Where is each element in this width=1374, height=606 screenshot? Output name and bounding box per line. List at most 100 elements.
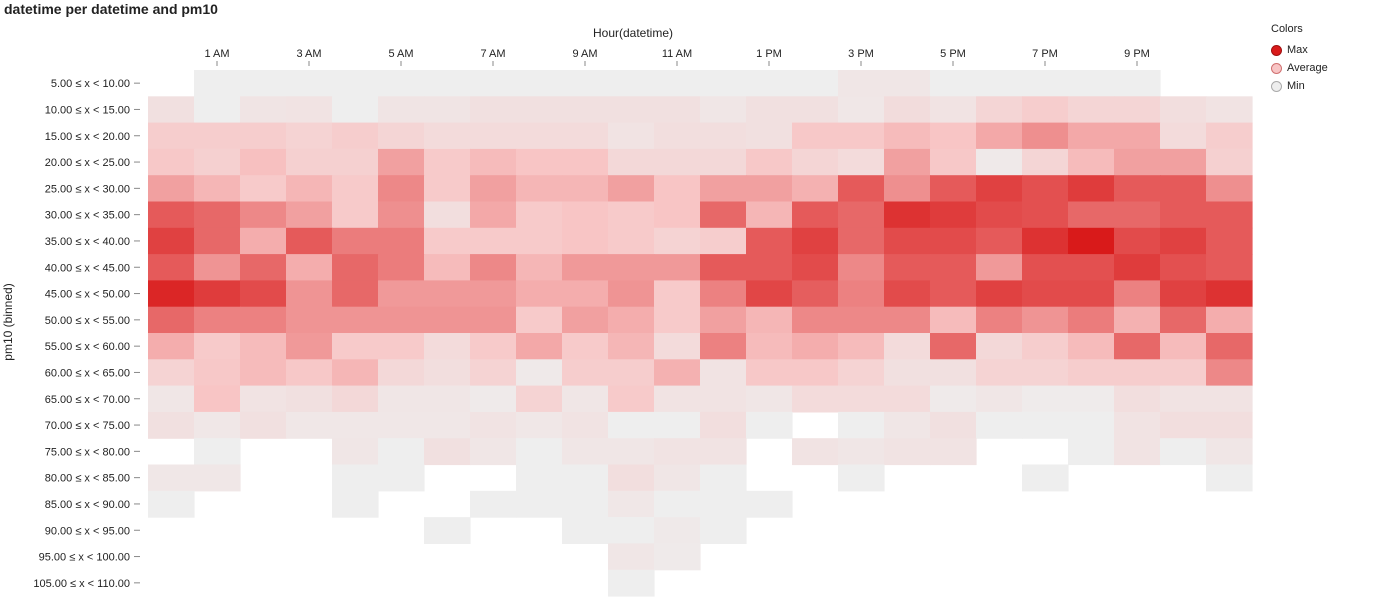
heatmap-cell [516, 385, 563, 413]
heatmap-cell [700, 70, 747, 97]
heatmap-cell [1114, 70, 1161, 97]
heatmap-cell [1206, 175, 1253, 203]
heatmap-cell [240, 122, 287, 150]
heatmap-cell [240, 175, 287, 203]
legend-item-max[interactable]: Max [1271, 41, 1328, 59]
x-tick-label: 7 AM [480, 48, 505, 60]
heatmap-cell [654, 148, 701, 176]
heatmap-cell [1114, 96, 1161, 124]
heatmap-cell [884, 280, 931, 308]
heatmap-cell [608, 306, 655, 334]
heatmap-cell [1068, 254, 1115, 281]
heatmap-cell [378, 96, 425, 124]
heatmap-cell [884, 70, 931, 97]
heatmap-cell [884, 96, 931, 124]
heatmap-cell [746, 385, 793, 413]
heatmap-cell [378, 280, 425, 308]
heatmap-cell [976, 385, 1023, 413]
heatmap-cell [516, 280, 563, 308]
heatmap-cell [654, 175, 701, 203]
heatmap-cell [148, 385, 195, 413]
heatmap-cell [378, 122, 425, 150]
heatmap-cell [1160, 227, 1207, 255]
heatmap-cell [608, 148, 655, 176]
heatmap-cell [378, 464, 425, 492]
heatmap-cell [746, 306, 793, 334]
heatmap-cell [378, 70, 425, 97]
heatmap-cell [1160, 411, 1207, 439]
heatmap-cell [1068, 359, 1115, 387]
heatmap-cell [930, 96, 977, 124]
heatmap-cell [424, 201, 471, 229]
heatmap-cell [516, 306, 563, 334]
heatmap-cell [976, 254, 1023, 281]
heatmap-cell [1206, 359, 1253, 387]
legend-item-min[interactable]: Min [1271, 77, 1328, 95]
heatmap-cell [838, 306, 885, 334]
chart-title: datetime per datetime and pm10 [4, 1, 218, 17]
heatmap-cell [424, 280, 471, 308]
legend-swatch-max [1271, 44, 1282, 56]
y-axis-title: pm10 (binned) [1, 283, 15, 360]
heatmap-cell [1114, 280, 1161, 308]
heatmap-cell [1068, 148, 1115, 176]
heatmap-cell [746, 359, 793, 387]
heatmap-cell [608, 201, 655, 229]
heatmap-cell [378, 148, 425, 176]
heatmap-cell [792, 201, 839, 229]
heatmap-cell [470, 359, 517, 387]
heatmap-cell [424, 385, 471, 413]
heatmap-cell [654, 254, 701, 281]
heatmap-cell [286, 70, 333, 97]
heatmap-cell [792, 122, 839, 150]
heatmap-cell [884, 385, 931, 413]
heatmap-cell [1160, 201, 1207, 229]
heatmap-cell [378, 227, 425, 255]
heatmap-cell [562, 254, 609, 281]
heatmap-cell [286, 148, 333, 176]
heatmap-cell [1206, 411, 1253, 439]
heatmap-cell [608, 490, 655, 518]
heatmap-cell [884, 411, 931, 439]
heatmap-cell [148, 254, 195, 281]
heatmap-cell [1206, 280, 1253, 308]
heatmap-cell [654, 438, 701, 466]
heatmap-cell [240, 306, 287, 334]
heatmap-cell [654, 122, 701, 150]
heatmap-cell [1160, 96, 1207, 124]
heatmap-cell [148, 464, 195, 492]
heatmap-cell [240, 148, 287, 176]
heatmap-cell [378, 359, 425, 387]
heatmap-cell [746, 280, 793, 308]
heatmap-cell [746, 175, 793, 203]
heatmap-cell [148, 148, 195, 176]
legend-swatch-min [1271, 80, 1282, 92]
y-tick-label: 105.00 ≤ x < 110.00 [33, 578, 130, 590]
heatmap-cell [976, 280, 1023, 308]
heatmap-cell [700, 464, 747, 492]
heatmap-cell [746, 333, 793, 360]
heatmap-cell [286, 122, 333, 150]
heatmap-cell [240, 359, 287, 387]
heatmap-cell [148, 96, 195, 124]
heatmap-cell [470, 96, 517, 124]
heatmap-cell [194, 122, 241, 150]
heatmap-cell [608, 333, 655, 360]
heatmap-cell [332, 122, 379, 150]
heatmap-cell [930, 254, 977, 281]
legend-item-average[interactable]: Average [1271, 59, 1328, 77]
heatmap-cell [654, 385, 701, 413]
heatmap-cell [700, 517, 747, 544]
heatmap-cell [930, 122, 977, 150]
heatmap-cell [930, 201, 977, 229]
heatmap-cell [562, 280, 609, 308]
heatmap-cell [332, 490, 379, 518]
heatmap-cell [424, 227, 471, 255]
heatmap-cell [976, 306, 1023, 334]
heatmap-cell [792, 254, 839, 281]
heatmap-cell [1068, 227, 1115, 255]
heatmap-cell [562, 201, 609, 229]
heatmap-cell [1160, 122, 1207, 150]
heatmap-cell [1206, 201, 1253, 229]
heatmap-cell [286, 201, 333, 229]
